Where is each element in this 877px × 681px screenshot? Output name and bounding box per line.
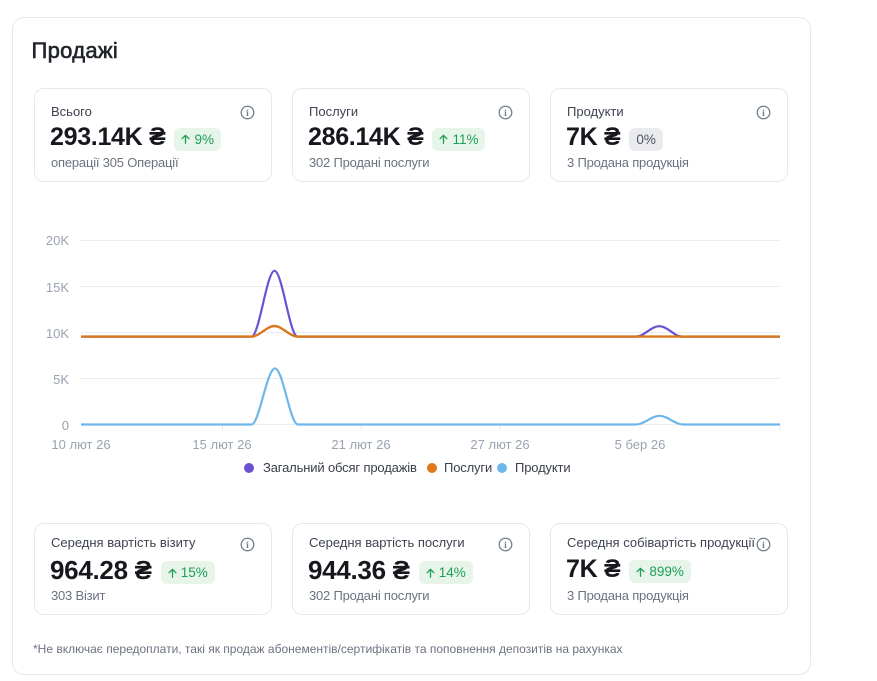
- svg-text:i: i: [504, 541, 507, 551]
- svg-text:i: i: [246, 541, 249, 551]
- svg-text:i: i: [762, 109, 765, 119]
- svg-text:i: i: [762, 541, 765, 551]
- svg-text:i: i: [246, 109, 249, 119]
- svg-text:i: i: [504, 109, 507, 119]
